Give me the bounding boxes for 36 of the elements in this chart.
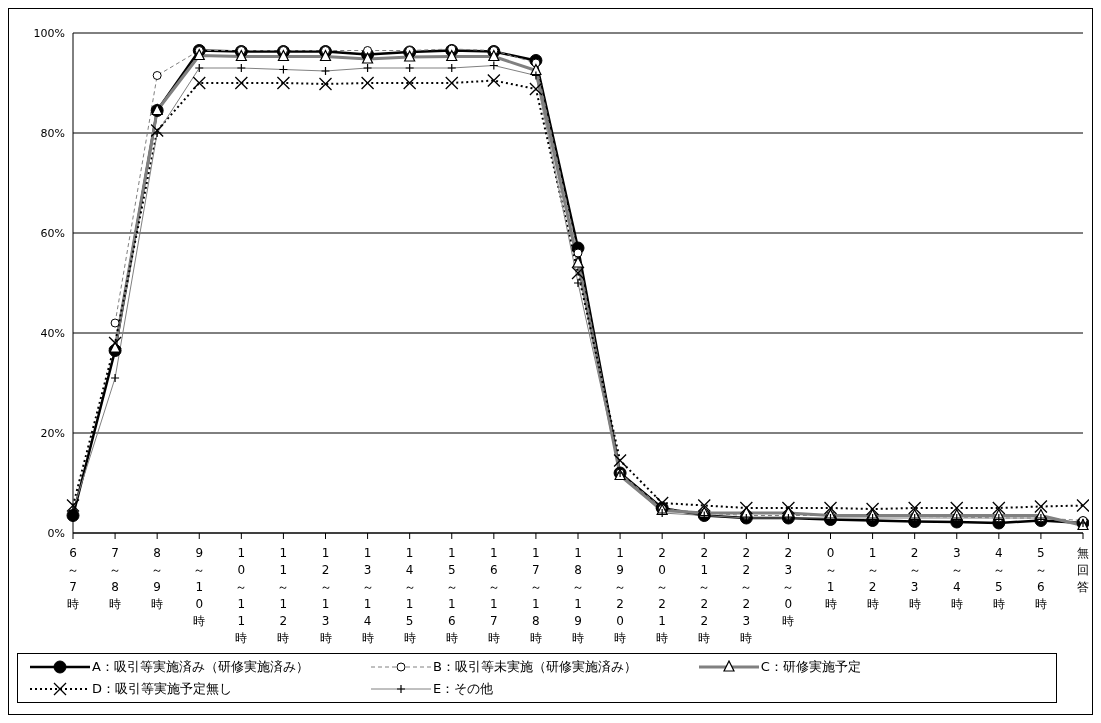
x-tick-label: 11～12時 bbox=[277, 546, 290, 645]
y-tick-label: 20% bbox=[40, 426, 65, 440]
x-tick-label: 21～22時 bbox=[698, 546, 711, 645]
x-tick-label: 22～23時 bbox=[740, 546, 753, 645]
legend-label: C：研修実施予定 bbox=[760, 658, 861, 676]
x-tick-label: 10～11時 bbox=[235, 546, 248, 645]
x-tick-label: 15～16時 bbox=[445, 546, 458, 645]
x-tick-label: 7～8時 bbox=[109, 546, 122, 611]
x-tick-label: 1～2時 bbox=[866, 546, 879, 611]
x-tick-label: 4～5時 bbox=[992, 546, 1005, 611]
x-tick-label: 0～1時 bbox=[824, 546, 837, 611]
legend-label: B：吸引等未実施（研修実施済み） bbox=[432, 658, 637, 676]
y-tick-label: 80% bbox=[40, 126, 65, 140]
x-tick-label: 23～0時 bbox=[782, 546, 795, 628]
y-tick-label: 0% bbox=[47, 526, 65, 540]
x-tick-label: 8～9時 bbox=[151, 546, 164, 611]
x-tick-label: 5～6時 bbox=[1034, 546, 1047, 611]
y-tick-label: 100% bbox=[33, 26, 65, 40]
x-tick-label: 9～10時 bbox=[193, 546, 206, 628]
x-tick-label: 3～4時 bbox=[950, 546, 963, 611]
x-tick-label: 20～21時 bbox=[656, 546, 669, 645]
y-tick-label: 40% bbox=[40, 326, 65, 340]
x-tick-label: 17～18時 bbox=[529, 546, 542, 645]
x-tick-label: 2～3時 bbox=[908, 546, 921, 611]
x-tick-label: 14～15時 bbox=[403, 546, 416, 645]
x-tick-label: 13～14時 bbox=[361, 546, 374, 645]
x-tick-label: 無回答 bbox=[1077, 546, 1089, 594]
legend-label: E：その他 bbox=[432, 680, 494, 698]
x-tick-label: 16～17時 bbox=[487, 546, 500, 645]
legend-label: D：吸引等実施予定無し bbox=[92, 680, 233, 698]
y-tick-label: 60% bbox=[40, 226, 65, 240]
x-tick-label: 12～13時 bbox=[319, 546, 332, 645]
x-tick-label: 18～19時 bbox=[572, 546, 584, 645]
legend-label: A：吸引等実施済み（研修実施済み） bbox=[92, 658, 309, 676]
x-tick-label: 6～7時 bbox=[67, 546, 79, 611]
x-tick-label: 19～20時 bbox=[614, 546, 627, 645]
